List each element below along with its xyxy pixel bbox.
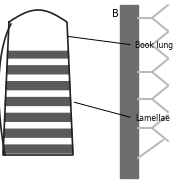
Polygon shape: [5, 97, 71, 105]
Polygon shape: [3, 145, 73, 153]
Polygon shape: [9, 10, 67, 50]
Polygon shape: [4, 113, 71, 121]
Text: Lamellae: Lamellae: [135, 114, 170, 122]
Polygon shape: [7, 66, 69, 74]
Text: Book lung: Book lung: [135, 41, 173, 50]
Text: B: B: [112, 9, 119, 19]
Polygon shape: [6, 82, 70, 90]
Polygon shape: [120, 5, 138, 178]
Polygon shape: [4, 129, 72, 137]
Polygon shape: [7, 50, 69, 58]
